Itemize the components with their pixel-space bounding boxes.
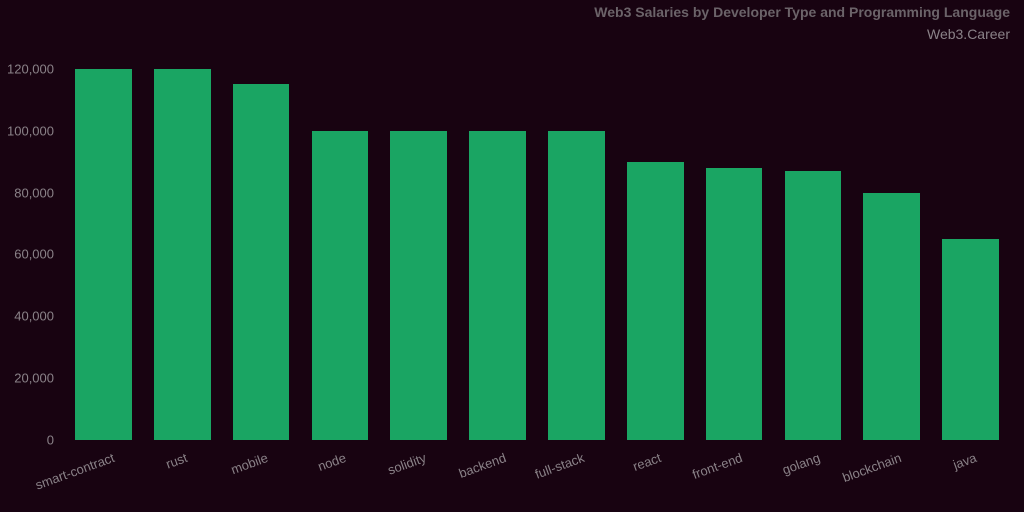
y-tick-label: 0 <box>0 433 54 448</box>
y-tick-label: 120,000 <box>0 61 54 76</box>
x-tick-label: node <box>316 450 348 474</box>
bar <box>863 193 920 441</box>
y-tick-label: 20,000 <box>0 371 54 386</box>
y-tick-label: 100,000 <box>0 123 54 138</box>
x-tick-label: mobile <box>229 450 270 477</box>
y-tick-label: 80,000 <box>0 185 54 200</box>
bars-container <box>64 44 1010 440</box>
bar <box>706 168 763 440</box>
x-tick-label: golang <box>780 450 822 477</box>
salary-bar-chart: Web3 Salaries by Developer Type and Prog… <box>0 0 1024 512</box>
plot-area <box>64 44 1010 440</box>
bar <box>942 239 999 440</box>
bar <box>312 131 369 440</box>
bar <box>390 131 447 440</box>
x-tick-label: blockchain <box>840 450 903 485</box>
bar <box>75 69 132 440</box>
x-tick-label: java <box>951 450 979 472</box>
x-tick-label: rust <box>164 450 189 472</box>
x-tick-label: front-end <box>690 450 744 482</box>
chart-title: Web3 Salaries by Developer Type and Prog… <box>594 4 1010 20</box>
y-tick-label: 60,000 <box>0 247 54 262</box>
bar <box>154 69 211 440</box>
bar <box>627 162 684 440</box>
x-tick-label: smart-contract <box>34 450 117 493</box>
y-tick-label: 40,000 <box>0 309 54 324</box>
bar <box>548 131 605 440</box>
chart-subtitle: Web3.Career <box>927 26 1010 42</box>
x-tick-label: react <box>631 450 663 474</box>
x-tick-label: solidity <box>385 450 427 478</box>
x-tick-label: backend <box>456 450 507 481</box>
bar <box>233 84 290 440</box>
x-tick-label: full-stack <box>533 450 586 482</box>
bar <box>469 131 526 440</box>
bar <box>785 171 842 440</box>
